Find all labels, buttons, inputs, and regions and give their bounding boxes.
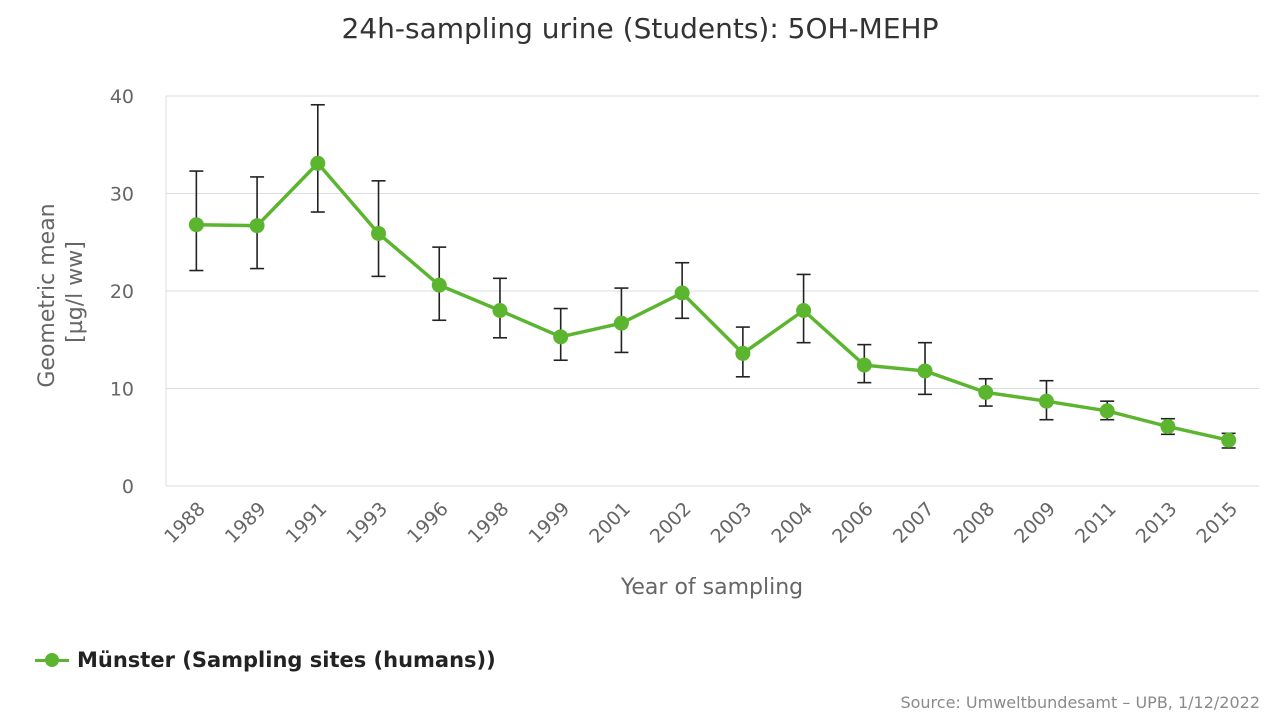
chart-title: 24h-sampling urine (Students): 5OH-MEHP	[341, 12, 939, 45]
x-tick-label: 1991	[282, 498, 332, 548]
data-point	[1160, 419, 1176, 435]
series-line	[196, 161, 1230, 442]
data-point	[1038, 393, 1054, 409]
x-tick-label: 2001	[585, 498, 635, 548]
x-tick-label: 1993	[342, 498, 392, 548]
data-point	[613, 315, 629, 331]
x-tick-label: 1999	[524, 498, 574, 548]
y-tick-label: 10	[110, 379, 134, 401]
y-axis-ticks: 0 10 20 30 40	[110, 86, 134, 498]
x-tick-label: 2009	[1010, 498, 1060, 548]
grid-lines	[165, 95, 1259, 487]
y-axis-label-line2: [µg/l ww]	[63, 241, 88, 343]
data-point	[553, 329, 569, 345]
data-points	[188, 155, 1237, 448]
data-point	[371, 225, 387, 241]
x-tick-label: 2004	[767, 498, 817, 548]
data-point	[188, 217, 204, 233]
source-note: Source: Umweltbundesamt – UPB, 1/12/2022	[900, 693, 1260, 712]
data-point	[492, 303, 508, 318]
x-tick-label: 2007	[889, 498, 939, 548]
data-point	[1221, 432, 1237, 448]
x-tick-label: 2011	[1071, 498, 1121, 548]
data-point	[431, 277, 447, 293]
legend-item-label: Münster (Sampling sites (humans))	[77, 648, 496, 672]
data-point	[310, 155, 326, 171]
series-line-path	[196, 161, 1230, 442]
x-tick-label: 1988	[160, 498, 210, 548]
data-point	[735, 345, 751, 361]
x-tick-label: 2006	[828, 498, 878, 548]
y-tick-label: 20	[110, 281, 134, 303]
x-tick-label: 1989	[221, 498, 271, 548]
data-point	[674, 285, 690, 301]
x-tick-label: 2008	[950, 498, 1000, 548]
error-bars	[189, 103, 1236, 449]
data-point	[796, 303, 812, 318]
x-tick-label: 1996	[403, 498, 453, 548]
y-tick-label: 30	[110, 184, 134, 206]
data-point	[856, 357, 872, 373]
y-axis-label-line1: Geometric mean	[35, 203, 60, 387]
x-axis-label: Year of sampling	[620, 575, 803, 600]
x-axis-ticks: 1988 1989 1991 1993 1996 1998 1999 2001 2002 2003…	[160, 498, 1242, 548]
y-axis-label: Geometric mean [µg/l ww]	[35, 196, 88, 387]
data-point	[1099, 403, 1115, 419]
legend[interactable]: Münster (Sampling sites (humans))	[35, 647, 496, 673]
x-tick-label: 2002	[646, 498, 696, 548]
y-tick-label: 0	[122, 476, 134, 498]
data-point	[917, 363, 933, 379]
x-tick-label: 1998	[464, 498, 514, 548]
data-point	[978, 384, 994, 400]
y-tick-label: 40	[110, 86, 134, 108]
x-tick-label: 2013	[1132, 498, 1182, 548]
x-tick-label: 2003	[707, 498, 757, 548]
legend-marker-icon	[35, 647, 69, 673]
x-tick-label: 2015	[1192, 498, 1242, 548]
data-point	[249, 218, 265, 234]
